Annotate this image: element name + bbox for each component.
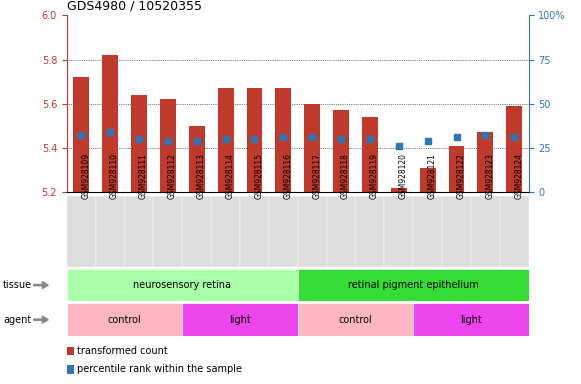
Bar — [391, 188, 407, 192]
Text: control: control — [339, 314, 372, 325]
Point — [279, 134, 288, 140]
Bar — [471, 196, 500, 267]
Point — [394, 142, 403, 149]
Bar — [327, 196, 356, 267]
Text: control: control — [107, 314, 141, 325]
Bar — [385, 196, 413, 267]
Bar — [67, 196, 96, 267]
Bar — [153, 196, 182, 267]
Bar — [413, 196, 442, 267]
Bar — [211, 196, 240, 267]
Text: tissue: tissue — [3, 280, 32, 290]
Text: neurosensory retina: neurosensory retina — [133, 280, 231, 290]
Bar — [96, 196, 124, 267]
Point — [307, 134, 317, 140]
Text: GSM928117: GSM928117 — [312, 153, 321, 199]
Bar — [419, 168, 436, 192]
Text: GSM928110: GSM928110 — [110, 153, 119, 199]
Bar — [413, 303, 529, 336]
Point — [480, 132, 490, 138]
Bar — [500, 196, 529, 267]
Text: GSM928115: GSM928115 — [254, 153, 263, 199]
Bar — [102, 55, 118, 192]
Point — [452, 134, 461, 140]
Point — [221, 136, 230, 142]
Bar — [269, 196, 298, 267]
Bar — [131, 95, 147, 192]
Bar — [160, 99, 176, 192]
Text: GSM928120: GSM928120 — [399, 153, 408, 199]
Bar — [275, 88, 291, 192]
Bar — [189, 126, 205, 192]
Bar — [356, 196, 385, 267]
Text: GSM928113: GSM928113 — [197, 153, 206, 199]
Text: GSM928111: GSM928111 — [139, 154, 148, 199]
Bar — [304, 104, 320, 192]
Bar — [449, 146, 464, 192]
Text: agent: agent — [3, 314, 31, 325]
Bar — [298, 269, 529, 301]
Bar — [67, 303, 182, 336]
Text: GSM928119: GSM928119 — [370, 153, 379, 199]
Text: GSM928109: GSM928109 — [81, 153, 90, 199]
Point — [365, 136, 375, 142]
Text: light: light — [229, 314, 251, 325]
Point — [163, 138, 173, 144]
Bar — [73, 77, 89, 192]
Bar — [246, 88, 263, 192]
Bar — [182, 303, 297, 336]
Bar — [218, 88, 234, 192]
Text: GSM928121: GSM928121 — [428, 154, 437, 199]
Text: GSM928118: GSM928118 — [341, 154, 350, 199]
Text: GSM928112: GSM928112 — [168, 154, 177, 199]
Text: light: light — [460, 314, 482, 325]
Text: transformed count: transformed count — [77, 346, 168, 356]
Point — [510, 134, 519, 140]
Bar — [442, 196, 471, 267]
Text: GDS4980 / 10520355: GDS4980 / 10520355 — [67, 0, 202, 13]
Point — [423, 138, 432, 144]
Text: GSM928123: GSM928123 — [485, 153, 494, 199]
Text: retinal pigment epithelium: retinal pigment epithelium — [348, 280, 479, 290]
Bar — [182, 196, 211, 267]
Point — [106, 129, 115, 136]
Point — [134, 136, 144, 142]
Point — [77, 132, 86, 138]
Text: GSM928122: GSM928122 — [457, 154, 465, 199]
Bar — [240, 196, 269, 267]
Bar — [124, 196, 153, 267]
Bar — [506, 106, 522, 192]
Text: GSM928114: GSM928114 — [225, 153, 235, 199]
Bar — [298, 303, 413, 336]
Bar — [333, 110, 349, 192]
Point — [250, 136, 259, 142]
Bar — [67, 269, 298, 301]
Bar — [297, 196, 327, 267]
Bar — [362, 117, 378, 192]
Bar — [478, 132, 493, 192]
Text: GSM928124: GSM928124 — [514, 153, 523, 199]
Point — [336, 136, 346, 142]
Text: GSM928116: GSM928116 — [284, 153, 292, 199]
Text: percentile rank within the sample: percentile rank within the sample — [77, 364, 242, 374]
Point — [192, 138, 202, 144]
